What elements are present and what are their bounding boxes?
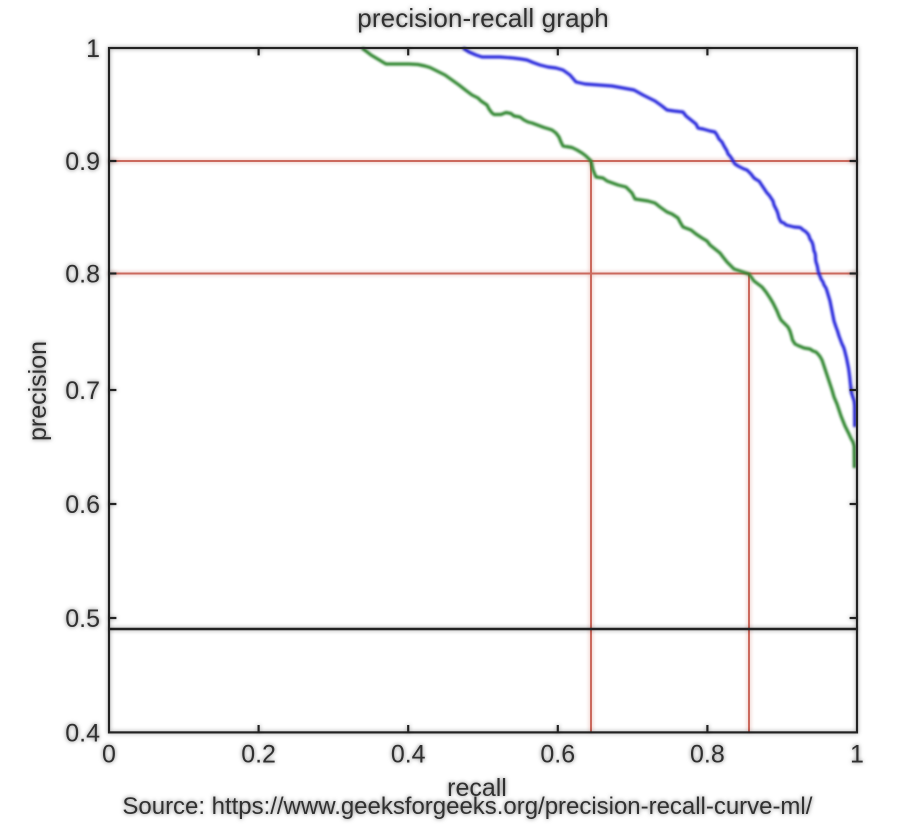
svg-text:0.5: 0.5: [65, 605, 100, 633]
svg-text:0.4: 0.4: [391, 741, 426, 769]
svg-text:precision: precision: [24, 341, 52, 441]
svg-text:Source: https://www.geeksforge: Source: https://www.geeksforgeeks.org/pr…: [122, 793, 812, 820]
svg-text:0.8: 0.8: [690, 741, 725, 769]
svg-text:recall: recall: [447, 774, 507, 802]
svg-text:precision-recall graph: precision-recall graph: [357, 3, 609, 33]
svg-text:0.9: 0.9: [65, 148, 100, 176]
svg-text:0.7: 0.7: [65, 377, 100, 405]
svg-text:0.2: 0.2: [241, 741, 276, 769]
svg-text:0.6: 0.6: [540, 741, 575, 769]
svg-text:0.6: 0.6: [65, 491, 100, 519]
svg-text:0.8: 0.8: [65, 261, 100, 289]
svg-text:1: 1: [86, 35, 100, 63]
svg-text:0.4: 0.4: [65, 719, 100, 747]
svg-text:1: 1: [850, 741, 864, 769]
svg-text:0: 0: [102, 741, 116, 769]
